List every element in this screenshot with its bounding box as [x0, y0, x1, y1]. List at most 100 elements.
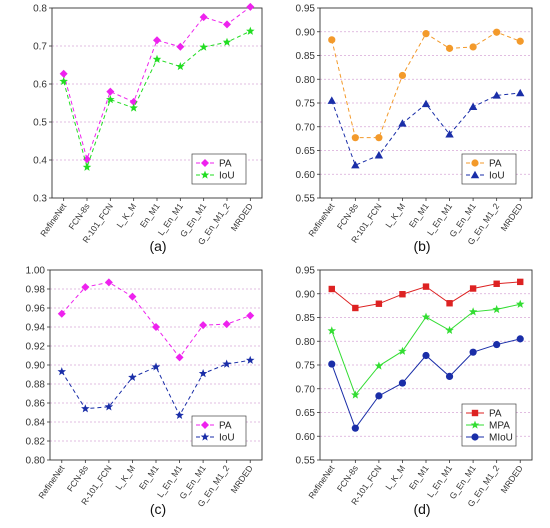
data-point — [398, 71, 407, 80]
legend-marker — [200, 432, 210, 441]
data-point — [222, 320, 231, 329]
x-tick-label: En_M1 — [137, 463, 161, 491]
legend-label: PA — [219, 159, 232, 170]
legend-marker — [200, 170, 210, 179]
data-point — [421, 312, 431, 321]
series-miou — [328, 335, 524, 432]
data-point — [422, 283, 430, 290]
data-point — [446, 300, 453, 307]
panel-label: (c) — [150, 501, 166, 517]
y-tick-label: 0.55 — [296, 194, 316, 205]
y-tick-label: 0.55 — [296, 456, 316, 467]
legend-label: MIoU — [489, 433, 513, 444]
y-tick-label: 0.84 — [26, 418, 46, 429]
data-point — [129, 103, 138, 112]
data-point — [492, 304, 501, 314]
data-point — [421, 99, 431, 108]
y-tick-label: 0.65 — [296, 408, 316, 419]
y-tick-label: 0.4 — [33, 156, 47, 167]
chart-panel-3: 0.80 0.82 0.84 0.86 0.88 0.90 0.92 0.94 0.96 0.98… — [26, 266, 263, 517]
data-point — [375, 300, 383, 307]
data-point — [176, 62, 185, 71]
series-line — [63, 6, 251, 161]
data-point — [327, 96, 336, 104]
data-point — [175, 353, 184, 362]
legend-label: PA — [219, 421, 232, 432]
data-point — [223, 20, 231, 29]
data-point — [59, 69, 68, 78]
data-point — [398, 119, 407, 127]
y-tick-label: 0.60 — [296, 432, 316, 443]
data-point — [351, 161, 360, 169]
data-point — [327, 326, 337, 335]
data-point — [469, 348, 477, 356]
data-point — [81, 404, 90, 413]
legend-marker — [470, 420, 480, 429]
y-tick-label: 0.75 — [296, 361, 316, 372]
legend-label: IoU — [219, 433, 235, 444]
x-tick-label: L_K_M — [383, 463, 407, 491]
y-tick-label: 0.60 — [296, 170, 316, 181]
x-tick-label: FCN-8s — [335, 463, 360, 493]
x-tick-label: En_M1 — [138, 201, 162, 229]
y-tick-label: 0.80 — [296, 337, 316, 348]
series-pa — [328, 28, 524, 142]
data-point — [82, 162, 92, 171]
data-point — [222, 37, 232, 46]
data-point — [352, 304, 359, 312]
data-point — [246, 2, 255, 11]
y-tick-label: 0.75 — [296, 99, 316, 110]
data-point — [106, 87, 115, 96]
data-point — [375, 392, 383, 400]
data-point — [445, 325, 454, 334]
data-point — [398, 346, 407, 355]
x-tick-label: MRDED — [229, 463, 255, 495]
x-tick-label: RefineNet — [36, 463, 66, 501]
series-pa — [328, 278, 524, 312]
data-point — [469, 285, 477, 292]
y-tick-label: 0.7 — [33, 42, 47, 53]
data-point — [245, 355, 255, 364]
y-tick-label: 0.90 — [26, 361, 46, 372]
data-point — [493, 28, 501, 36]
data-point — [199, 321, 208, 330]
data-point — [328, 36, 336, 44]
data-point — [351, 424, 359, 432]
data-point — [517, 278, 524, 286]
data-point — [469, 43, 477, 51]
data-point — [398, 379, 407, 387]
data-point — [246, 311, 255, 320]
legend-box — [191, 415, 247, 447]
data-point — [422, 351, 430, 360]
y-tick-label: 0.65 — [296, 146, 316, 157]
data-point — [493, 340, 501, 349]
y-tick-label: 0.80 — [26, 456, 46, 467]
data-point — [128, 372, 137, 381]
y-tick-label: 0.82 — [26, 437, 46, 448]
y-tick-label: 0.8 — [33, 4, 47, 15]
data-point — [516, 37, 524, 45]
series-iou — [327, 88, 525, 169]
x-tick-label: RefineNet — [306, 463, 336, 501]
x-tick-label: En_M1 — [407, 201, 431, 229]
data-point — [199, 13, 208, 22]
data-point — [199, 42, 208, 51]
data-point — [198, 369, 208, 378]
data-point — [515, 299, 525, 308]
legend-box — [461, 153, 517, 185]
data-point — [246, 26, 255, 35]
legend-marker — [471, 433, 479, 441]
legend-marker — [471, 409, 479, 417]
data-point — [422, 30, 430, 38]
legend-label: IoU — [219, 171, 235, 182]
data-point — [445, 130, 454, 138]
data-point — [374, 151, 384, 159]
x-tick-label: L_K_M — [114, 201, 138, 229]
y-tick-label: 0.90 — [296, 289, 316, 300]
data-point — [152, 54, 162, 63]
series-line — [61, 281, 251, 359]
legend-marker — [470, 170, 480, 179]
